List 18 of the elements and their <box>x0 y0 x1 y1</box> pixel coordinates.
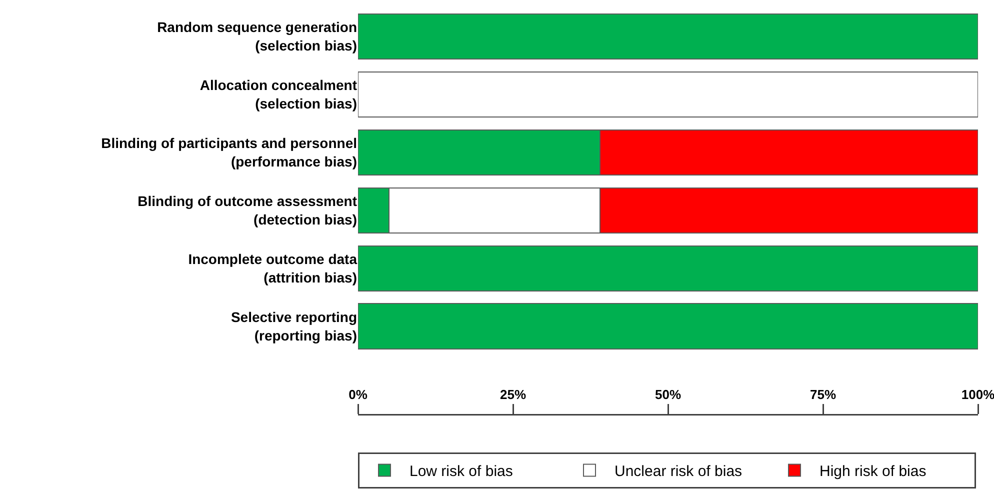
y-tick-label: Selective reporting (reporting bias) <box>230 309 357 344</box>
legend-label: Unclear risk of bias <box>614 463 742 480</box>
bar <box>358 303 978 350</box>
legend-label: High risk of bias <box>820 463 926 480</box>
y-tick-label: Allocation concealment (selection bias) <box>200 77 358 112</box>
x-tick-label: 0% <box>348 386 368 402</box>
legend-label: Low risk of bias <box>410 463 513 480</box>
x-tick-label: 50% <box>654 386 682 402</box>
y-tick-label: Random sequence generation (selection bias) <box>157 19 357 54</box>
y-tick-label: Incomplete outcome data (attrition bias) <box>188 251 358 286</box>
y-tick-label: Blinding of participants and personnel (performance bias) <box>101 135 357 170</box>
bar <box>358 245 978 292</box>
y-tick-label: Blinding of outcome assessment (detection bias) <box>138 193 358 228</box>
x-tick-label: 100% <box>961 386 994 402</box>
bar <box>358 71 978 118</box>
x-tick-label: 75% <box>810 386 836 402</box>
x-tick-label: 25% <box>500 386 526 402</box>
bar <box>358 13 978 60</box>
